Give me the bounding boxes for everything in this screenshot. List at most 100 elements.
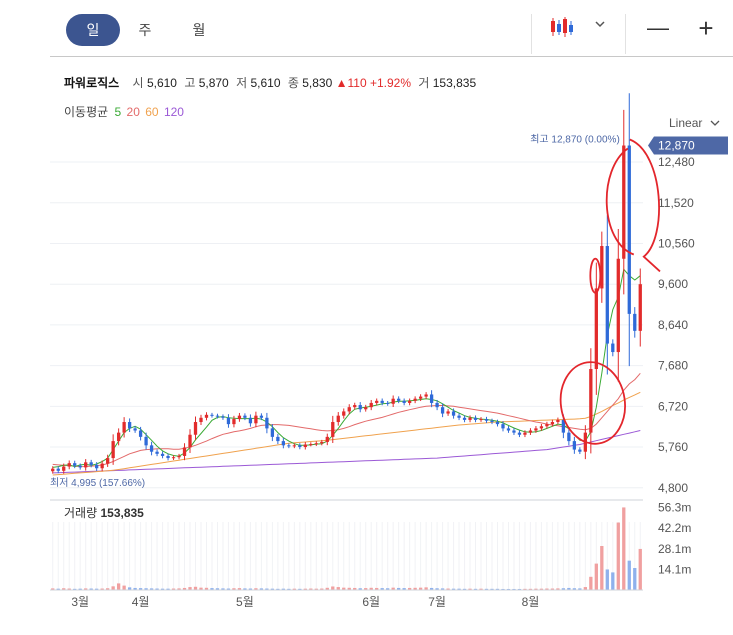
volume-bar bbox=[100, 588, 104, 590]
candle-body bbox=[616, 258, 620, 353]
candle-body bbox=[358, 405, 362, 410]
candle bbox=[429, 390, 434, 408]
candle-body bbox=[435, 402, 439, 408]
candle bbox=[221, 414, 225, 420]
volume-bar bbox=[199, 587, 203, 590]
scale-selector[interactable]: Linear bbox=[669, 116, 720, 130]
candle-body bbox=[232, 419, 236, 425]
candle-body bbox=[51, 468, 55, 472]
volume-value: 153,835 bbox=[100, 506, 144, 520]
volume-bar bbox=[386, 588, 390, 590]
ma-label: 이동평균 bbox=[64, 105, 109, 119]
candle bbox=[56, 466, 60, 474]
candle bbox=[127, 418, 132, 432]
candle-body bbox=[440, 407, 445, 414]
candle bbox=[391, 395, 395, 408]
tab-month[interactable]: 월 bbox=[192, 22, 206, 38]
candle-body bbox=[127, 422, 132, 429]
scale-label: Linear bbox=[669, 116, 703, 130]
candle bbox=[638, 268, 642, 347]
candle bbox=[149, 441, 154, 456]
volume-bar bbox=[276, 588, 280, 590]
volume-bar bbox=[523, 588, 527, 590]
candle-body bbox=[215, 415, 220, 417]
candle-body bbox=[320, 441, 324, 444]
candle bbox=[369, 399, 373, 411]
volume-bar bbox=[545, 588, 549, 590]
candle-body bbox=[468, 417, 472, 420]
annotation-ellipse bbox=[605, 138, 661, 273]
candle bbox=[468, 415, 472, 423]
candlestick-icon[interactable] bbox=[550, 16, 574, 38]
candle-body bbox=[160, 453, 165, 456]
moving-average-legend: 이동평균 5 20 60 120 bbox=[64, 103, 184, 120]
candle bbox=[122, 417, 126, 438]
volume-bar bbox=[578, 588, 582, 590]
tab-day[interactable]: 일 bbox=[66, 14, 120, 46]
zoom-out-button[interactable]: — bbox=[647, 15, 669, 40]
volume-bar bbox=[243, 588, 247, 590]
candle bbox=[347, 404, 351, 415]
candle bbox=[281, 438, 286, 449]
volume-bar bbox=[407, 587, 412, 590]
chevron-down-icon[interactable] bbox=[594, 18, 606, 30]
time-tick-label: 4월 bbox=[132, 595, 150, 609]
volume-bar bbox=[336, 587, 340, 590]
candle bbox=[578, 447, 582, 455]
volume-bar bbox=[556, 588, 560, 590]
candle-body bbox=[364, 407, 368, 410]
volume-bars bbox=[51, 507, 642, 590]
volume-bar bbox=[605, 569, 609, 590]
candle bbox=[188, 429, 192, 453]
candle bbox=[62, 463, 66, 474]
candle bbox=[462, 415, 467, 423]
volume-bar bbox=[62, 588, 66, 590]
volume-bar bbox=[594, 563, 598, 590]
candle-body bbox=[177, 455, 181, 458]
candle bbox=[89, 459, 93, 468]
candle bbox=[473, 415, 478, 423]
volume-bar bbox=[589, 576, 593, 590]
volume-bar bbox=[611, 572, 615, 590]
volume-bar bbox=[265, 588, 269, 590]
candle bbox=[446, 409, 450, 416]
candle bbox=[325, 433, 329, 446]
volume-bar bbox=[281, 588, 286, 590]
volume-bar bbox=[616, 522, 620, 590]
volume-bar bbox=[380, 588, 384, 590]
tab-week[interactable]: 주 bbox=[138, 22, 152, 38]
toolbar-separator bbox=[531, 14, 532, 54]
volume-bar bbox=[440, 588, 445, 590]
candle bbox=[276, 433, 280, 445]
candle-body bbox=[325, 436, 329, 442]
candle bbox=[166, 453, 170, 461]
candle-body bbox=[84, 462, 88, 468]
candle-body bbox=[512, 430, 516, 433]
candle bbox=[501, 421, 505, 432]
zoom-in-button[interactable]: + bbox=[698, 13, 714, 43]
candle-body bbox=[501, 424, 505, 429]
volume-bar bbox=[397, 587, 401, 590]
volume-bar bbox=[369, 587, 373, 590]
candle-body bbox=[589, 369, 593, 433]
candle-body bbox=[473, 417, 478, 420]
volume-bar bbox=[177, 588, 181, 590]
time-tick-label: 6월 bbox=[362, 595, 380, 609]
candle-body bbox=[418, 396, 423, 399]
candle-body bbox=[62, 466, 66, 471]
candle bbox=[534, 426, 538, 433]
candle-body bbox=[287, 445, 291, 447]
candle bbox=[204, 412, 209, 421]
volume-bar bbox=[270, 588, 275, 590]
candle bbox=[133, 426, 137, 433]
volume-bar bbox=[133, 587, 137, 590]
candle-body bbox=[336, 415, 340, 423]
volume-bar bbox=[160, 588, 165, 590]
top-toolbar: 일 주 월 — + bbox=[50, 0, 733, 57]
time-tick-label: 7월 bbox=[428, 595, 446, 609]
candle bbox=[440, 403, 445, 418]
candle bbox=[320, 439, 324, 446]
volume-bar bbox=[462, 588, 467, 590]
candle-body bbox=[67, 463, 71, 467]
